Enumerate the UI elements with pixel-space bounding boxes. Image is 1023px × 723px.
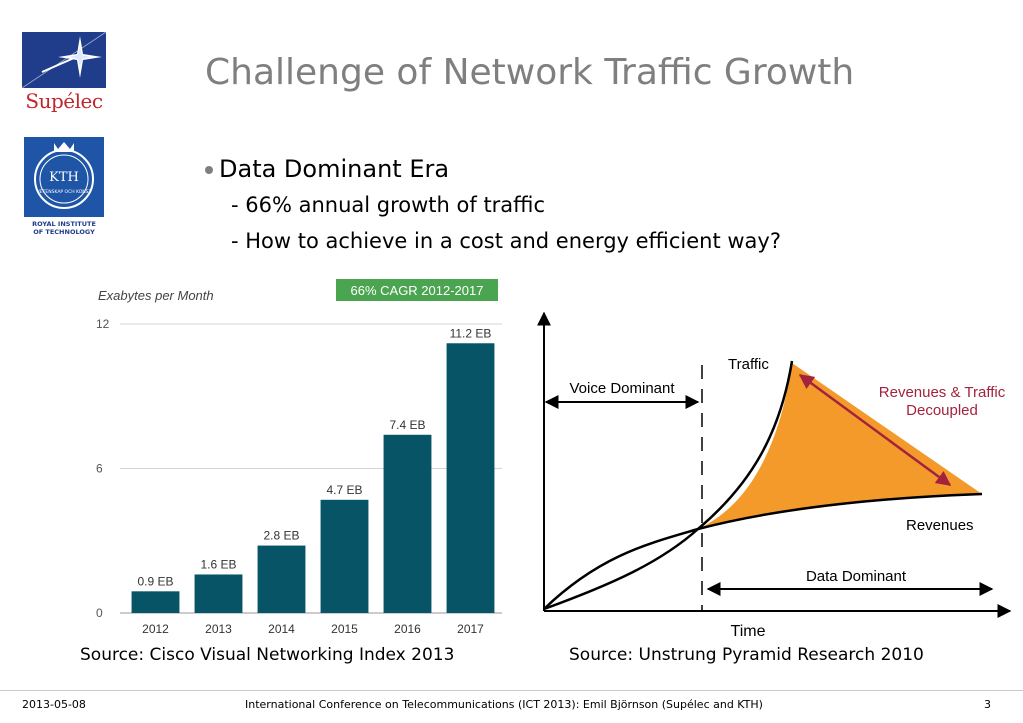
kth-caption: ROYAL INSTITUTE OF TECHNOLOGY xyxy=(24,220,104,236)
chart-ylabel: Exabytes per Month xyxy=(98,288,214,303)
page-number: 3 xyxy=(984,698,991,711)
bar xyxy=(194,574,243,613)
slide-title: Challenge of Network Traffic Growth xyxy=(205,52,855,93)
supelec-star-icon xyxy=(22,32,106,88)
revenues-curve xyxy=(543,492,983,610)
footer-conference: International Conference on Telecommunic… xyxy=(245,698,763,711)
bullet-dot-icon xyxy=(205,166,213,174)
kth-caption-line-1: ROYAL INSTITUTE xyxy=(32,220,96,228)
supelec-wordmark: Supélec xyxy=(25,89,103,113)
bar xyxy=(446,343,495,613)
data-label: Data Dominant xyxy=(806,568,907,585)
bar xyxy=(257,545,306,613)
subbullet-growth: - 66% annual growth of traffic xyxy=(231,193,546,217)
x-tick-label: 2014 xyxy=(268,622,295,636)
y-tick-label: 12 xyxy=(96,317,110,331)
bar xyxy=(131,591,180,613)
footer-date: 2013-05-08 xyxy=(22,698,86,711)
x-tick-label: 2013 xyxy=(205,622,232,636)
bullet-item: Data Dominant Era xyxy=(205,155,449,183)
decoupled-label-2: Decoupled xyxy=(906,402,978,419)
bar-data-label: 7.4 EB xyxy=(389,418,425,432)
kth-seal-monogram: KTH xyxy=(49,170,79,185)
decoupling-arrow xyxy=(798,373,952,487)
bar-data-label: 11.2 EB xyxy=(450,326,492,340)
kth-seal-motto: VETENSKAP OCH KONST xyxy=(37,189,92,195)
subbullet-efficiency: - How to achieve in a cost and energy ef… xyxy=(231,229,781,253)
x-tick-label: 2016 xyxy=(394,622,421,636)
bullet-list: Data Dominant Era - 66% annual growth of… xyxy=(205,155,781,253)
bar xyxy=(383,434,432,613)
cagr-badge-text: 66% CAGR 2012-2017 xyxy=(351,283,484,298)
y-tick-label: 6 xyxy=(96,462,103,476)
source-unstrung: Source: Unstrung Pyramid Research 2010 xyxy=(569,645,924,665)
y-tick-label: 0 xyxy=(96,606,103,620)
kth-seal-icon: KTH VETENSKAP OCH KONST xyxy=(24,137,104,217)
bar-data-label: 4.7 EB xyxy=(326,483,362,497)
source-cisco: Source: Cisco Visual Networking Index 20… xyxy=(80,645,455,665)
footer-rule xyxy=(0,690,1023,691)
traffic-revenue-chart: Time Voice Dominant Data Dominant Revenu… xyxy=(537,311,1012,640)
x-tick-label: 2017 xyxy=(457,622,484,636)
revenues-series-label: Revenues xyxy=(906,517,974,534)
bullet-text: Data Dominant Era xyxy=(219,155,450,183)
x-tick-label: 2015 xyxy=(331,622,358,636)
traffic-series-label: Traffic xyxy=(728,356,769,373)
x-axis-label: Time xyxy=(731,623,766,640)
kth-logo: KTH VETENSKAP OCH KONST ROYAL INSTITUTE … xyxy=(24,137,104,239)
cagr-badge xyxy=(336,279,498,301)
bar-data-label: 0.9 EB xyxy=(137,574,173,588)
x-tick-label: 2012 xyxy=(142,622,169,636)
decoupled-label-1: Revenues & Traffic xyxy=(879,384,1006,401)
kth-caption-line-2: OF TECHNOLOGY xyxy=(33,228,95,236)
traffic-bar-chart: Exabytes per Month 66% CAGR 2012-2017 0 6… xyxy=(96,279,502,636)
voice-label: Voice Dominant xyxy=(569,380,675,397)
bar-data-label: 2.8 EB xyxy=(263,529,299,543)
supelec-logo: Supélec xyxy=(22,32,106,116)
bar xyxy=(320,499,369,613)
bar-data-label: 1.6 EB xyxy=(200,557,236,571)
